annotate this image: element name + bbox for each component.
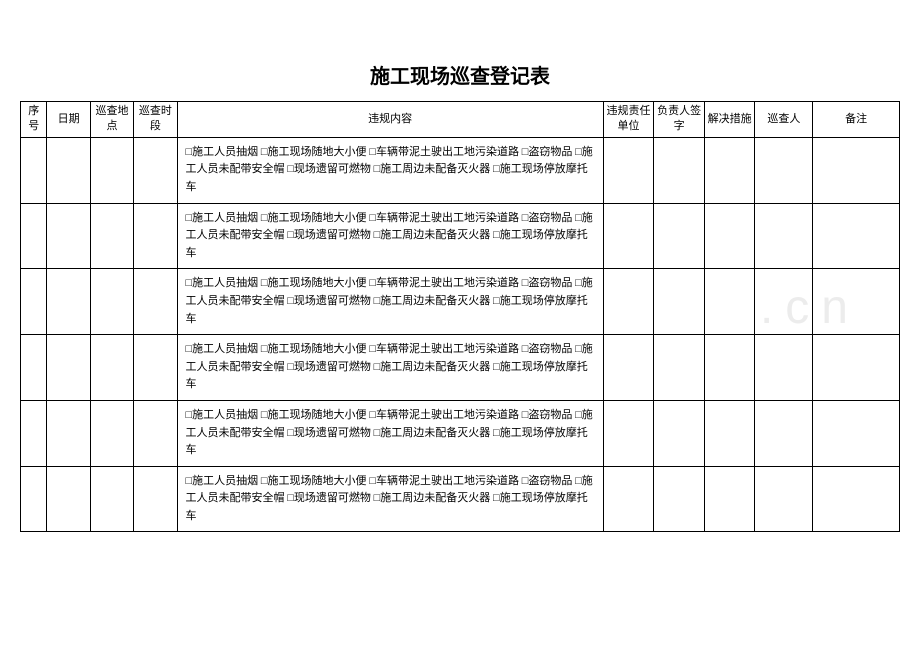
cell-content: □施工人员抽烟 □施工现场随地大小便 □车辆带泥土驶出工地污染道路 □盗窃物品 … [177,335,603,401]
cell-time [134,269,177,335]
header-inspector: 巡查人 [755,102,813,138]
page-title: 施工现场巡查登记表 [20,60,900,89]
table-row: □施工人员抽烟 □施工现场随地大小便 □车辆带泥土驶出工地污染道路 □盗窃物品 … [21,400,900,466]
cell-content: □施工人员抽烟 □施工现场随地大小便 □车辆带泥土驶出工地污染道路 □盗窃物品 … [177,203,603,269]
cell-measure [704,400,755,466]
header-measure: 解决措施 [704,102,755,138]
cell-date [47,203,90,269]
cell-seq [21,137,47,203]
cell-location [90,400,133,466]
cell-unit [603,203,654,269]
cell-inspector [755,466,813,532]
cell-seq [21,269,47,335]
cell-location [90,203,133,269]
cell-unit [603,466,654,532]
cell-location [90,335,133,401]
table-row: □施工人员抽烟 □施工现场随地大小便 □车辆带泥土驶出工地污染道路 □盗窃物品 … [21,466,900,532]
cell-unit [603,400,654,466]
cell-unit [603,335,654,401]
cell-note [813,137,900,203]
cell-note [813,466,900,532]
cell-time [134,466,177,532]
cell-date [47,400,90,466]
table-header-row: 序号 日期 巡查地点 巡查时段 违规内容 违规责任单位 负责人签字 解决措施 巡… [21,102,900,138]
cell-unit [603,269,654,335]
cell-time [134,137,177,203]
header-note: 备注 [813,102,900,138]
cell-measure [704,203,755,269]
cell-seq [21,203,47,269]
cell-content: □施工人员抽烟 □施工现场随地大小便 □车辆带泥土驶出工地污染道路 □盗窃物品 … [177,137,603,203]
header-time: 巡查时段 [134,102,177,138]
table-row: □施工人员抽烟 □施工现场随地大小便 □车辆带泥土驶出工地污染道路 □盗窃物品 … [21,269,900,335]
cell-sign [654,203,705,269]
cell-note [813,335,900,401]
cell-date [47,466,90,532]
header-date: 日期 [47,102,90,138]
cell-inspector [755,203,813,269]
header-content: 违规内容 [177,102,603,138]
cell-sign [654,400,705,466]
inspection-table: 序号 日期 巡查地点 巡查时段 违规内容 违规责任单位 负责人签字 解决措施 巡… [20,101,900,532]
cell-note [813,203,900,269]
table-row: □施工人员抽烟 □施工现场随地大小便 □车辆带泥土驶出工地污染道路 □盗窃物品 … [21,137,900,203]
cell-note [813,400,900,466]
cell-time [134,400,177,466]
cell-location [90,466,133,532]
cell-content: □施工人员抽烟 □施工现场随地大小便 □车辆带泥土驶出工地污染道路 □盗窃物品 … [177,400,603,466]
cell-sign [654,137,705,203]
cell-sign [654,269,705,335]
cell-seq [21,335,47,401]
cell-content: □施工人员抽烟 □施工现场随地大小便 □车辆带泥土驶出工地污染道路 □盗窃物品 … [177,269,603,335]
header-location: 巡查地点 [90,102,133,138]
cell-inspector [755,335,813,401]
table-row: □施工人员抽烟 □施工现场随地大小便 □车辆带泥土驶出工地污染道路 □盗窃物品 … [21,335,900,401]
cell-date [47,137,90,203]
table-body: □施工人员抽烟 □施工现场随地大小便 □车辆带泥土驶出工地污染道路 □盗窃物品 … [21,137,900,532]
cell-content: □施工人员抽烟 □施工现场随地大小便 □车辆带泥土驶出工地污染道路 □盗窃物品 … [177,466,603,532]
cell-measure [704,466,755,532]
cell-sign [654,335,705,401]
cell-location [90,269,133,335]
cell-measure [704,269,755,335]
cell-unit [603,137,654,203]
cell-sign [654,466,705,532]
cell-note [813,269,900,335]
cell-time [134,335,177,401]
cell-date [47,335,90,401]
cell-seq [21,400,47,466]
cell-inspector [755,400,813,466]
header-seq: 序号 [21,102,47,138]
header-sign: 负责人签字 [654,102,705,138]
cell-measure [704,335,755,401]
cell-time [134,203,177,269]
cell-date [47,269,90,335]
table-row: □施工人员抽烟 □施工现场随地大小便 □车辆带泥土驶出工地污染道路 □盗窃物品 … [21,203,900,269]
cell-inspector [755,269,813,335]
cell-inspector [755,137,813,203]
cell-seq [21,466,47,532]
cell-measure [704,137,755,203]
cell-location [90,137,133,203]
header-unit: 违规责任单位 [603,102,654,138]
